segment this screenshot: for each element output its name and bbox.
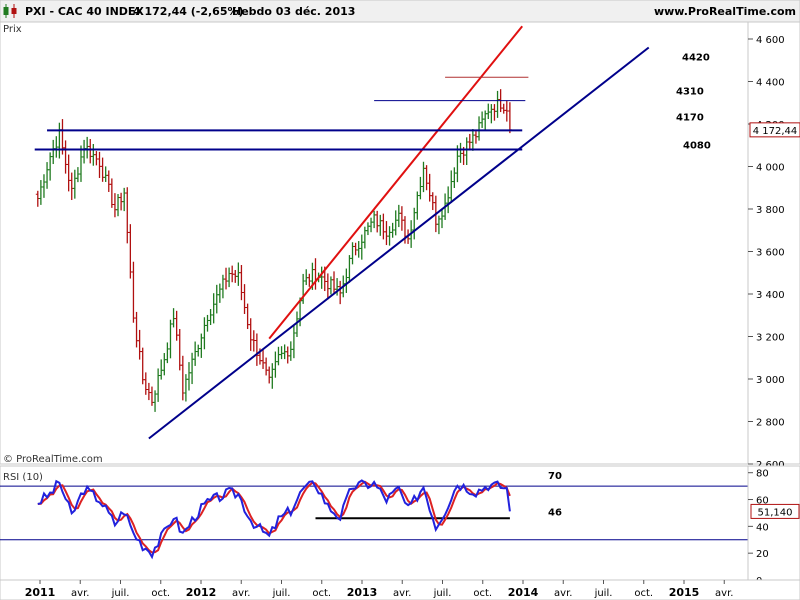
- time-tick-label: avr.: [232, 588, 250, 599]
- rsi-panel: RSI (10) 70 46: [0, 465, 749, 581]
- site-name: www.ProRealTime.com: [654, 5, 796, 18]
- time-tick-label: avr.: [71, 588, 89, 599]
- trendline-support: [148, 46, 650, 440]
- rsi-last-tag: 51,140: [750, 503, 800, 519]
- rsi-line: [37, 479, 511, 560]
- price-tick-label: 4 400: [756, 78, 785, 89]
- price-tick-label: 4 600: [756, 35, 785, 46]
- rsi-level-label-70: 70: [548, 471, 562, 482]
- price-tick-label: 3 400: [756, 290, 785, 301]
- last-price-change: 4 172,44 (-2,65%): [133, 5, 244, 18]
- time-tick-label: avr.: [393, 588, 411, 599]
- price-panel-label: Prix: [3, 24, 22, 35]
- level-label-4170: 4170: [676, 112, 704, 123]
- price-panel: Prix © ProRealTime.com 4420 4310 4170 4080: [0, 21, 749, 465]
- candle-icon: [3, 4, 17, 18]
- trendline-resistance: [268, 25, 524, 340]
- rsi-tick-label: 80: [756, 469, 769, 480]
- time-tick-label: avr.: [554, 588, 572, 599]
- time-tick-label: oct.: [151, 588, 170, 599]
- rsi-signal-line: [37, 480, 511, 554]
- time-tick-label: 2014: [508, 586, 539, 599]
- level-label-4420: 4420: [682, 52, 710, 63]
- rsi-last-label: 51,140: [758, 507, 793, 518]
- level-labels: 4420 4310 4170 4080: [676, 52, 711, 151]
- time-tick-label: juil.: [111, 588, 130, 599]
- time-tick-label: juil.: [433, 588, 452, 599]
- time-tick-label: 2012: [186, 586, 217, 599]
- rsi-tick-label: 60: [756, 496, 769, 507]
- price-tick-label: 3 600: [756, 248, 785, 259]
- price-tick-label: 4 000: [756, 163, 785, 174]
- price-tick-label: 3 800: [756, 205, 785, 216]
- time-tick-label: avr.: [715, 588, 733, 599]
- time-tick-label: 2011: [25, 586, 56, 599]
- time-tick-label: juil.: [272, 588, 291, 599]
- rsi-tick-label: 40: [756, 522, 769, 533]
- header-bar: PXI - CAC 40 INDEX 4 172,44 (-2,65%) Heb…: [0, 0, 800, 23]
- time-tick-label: oct.: [634, 588, 653, 599]
- time-tick-label: 2013: [347, 586, 378, 599]
- price-tick-label: 2 800: [756, 418, 785, 429]
- trendlines: [34, 25, 650, 440]
- rsi-axis: 020406080: [747, 465, 800, 587]
- price-tick-label: 3 000: [756, 375, 785, 386]
- level-label-4310: 4310: [676, 87, 704, 98]
- time-tick-label: juil.: [594, 588, 613, 599]
- rsi-tick-label: 20: [756, 549, 769, 560]
- rsi-level-label-46: 46: [548, 507, 562, 518]
- time-tick-label: oct.: [312, 588, 331, 599]
- instrument-name: PXI - CAC 40 INDEX: [25, 5, 144, 18]
- rsi-lines: [37, 479, 511, 560]
- last-price-tag: 4 172,44: [749, 122, 800, 138]
- level-label-4080: 4080: [683, 141, 711, 152]
- time-tick-label: 2015: [669, 586, 700, 599]
- time-tick-label: oct.: [473, 588, 492, 599]
- last-price-label: 4 172,44: [753, 126, 798, 137]
- rsi-panel-label: RSI (10): [3, 472, 43, 483]
- price-tick-label: 3 200: [756, 333, 785, 344]
- watermark: © ProRealTime.com: [3, 454, 103, 465]
- time-axis: 2011 avr. juil. oct. 2012 avr. juil. oct. 2013 av…: [0, 579, 800, 600]
- period-date: Hebdo 03 déc. 2013: [232, 5, 355, 18]
